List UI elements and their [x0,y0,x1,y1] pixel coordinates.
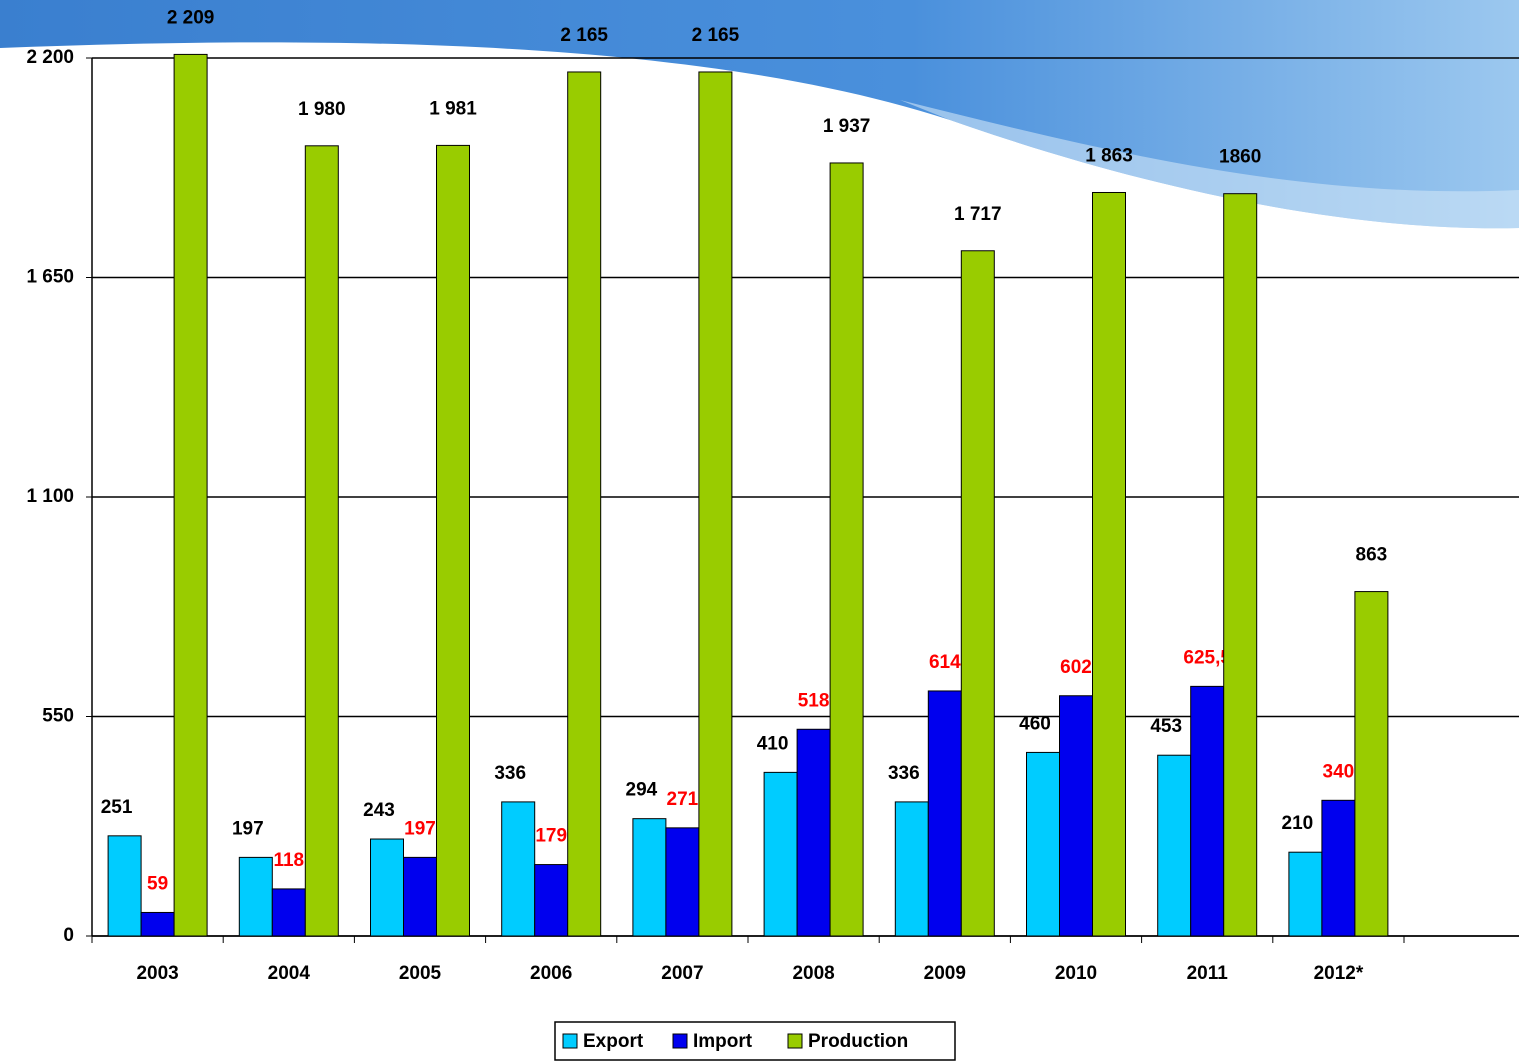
bar [699,72,732,936]
bar [1322,800,1355,936]
data-label: 210 [1282,813,1314,834]
y-tick-label: 550 [42,706,74,727]
x-tick-label: 2005 [399,963,442,984]
legend-swatch [673,1034,687,1048]
x-tick-label: 2011 [1187,963,1229,984]
bar [1224,194,1257,936]
data-label: 614 [929,652,961,673]
x-tick-label: 2003 [136,963,178,984]
data-label: 336 [888,763,920,784]
bar [1191,686,1224,936]
data-label: 118 [273,850,304,871]
bar [404,857,437,936]
x-tick-label: 2004 [268,963,311,984]
bar [535,865,568,936]
data-label: 197 [404,818,436,839]
bar [437,145,470,936]
bar [1027,752,1060,936]
bar [1289,852,1322,936]
x-tick-label: 2008 [792,963,834,984]
bar [764,772,797,936]
data-label: 251 [101,797,133,818]
bar [1093,192,1126,936]
x-tick-label: 2007 [661,963,703,984]
chart: 0 550 1 100 1 650 2 200 2003 251 59 2 209 2004 197… [0,0,1519,1063]
x-tick-label: 2006 [530,963,572,984]
data-label: 1860 [1219,147,1261,168]
data-label: 294 [626,780,658,801]
bar [174,54,207,936]
data-label: 59 [147,873,168,894]
bar [797,729,830,936]
bar [141,912,174,936]
bar [666,828,699,936]
legend-label: Export [583,1031,644,1052]
y-tick-label: 2 200 [26,47,74,68]
y-tick-label: 1 100 [26,486,74,507]
y-tick-label: 1 650 [26,267,74,288]
data-label: 1 980 [298,99,346,120]
data-label: 1 937 [823,116,871,137]
bar [568,72,601,936]
bar [371,839,404,936]
x-tick-label: 2010 [1055,963,1097,984]
bar [633,819,666,936]
data-label: 453 [1150,716,1182,737]
bar [1355,592,1388,936]
bar [502,802,535,936]
data-label: 863 [1356,545,1388,566]
x-tick-label: 2012* [1314,963,1364,984]
legend-swatch [563,1034,577,1048]
data-label: 460 [1019,713,1051,734]
data-label: 1 863 [1085,146,1133,167]
data-label: 2 165 [692,25,740,46]
data-label: 2 165 [560,25,608,46]
data-label: 1 981 [429,98,477,119]
bar [1158,755,1191,936]
bar [108,836,141,936]
bar [928,691,961,936]
bar [272,889,305,936]
legend-label: Production [808,1031,908,1052]
data-label: 243 [363,800,395,821]
data-label: 271 [667,789,699,810]
data-label: 197 [232,818,264,839]
data-label: 336 [494,763,526,784]
bar [830,163,863,936]
data-label: 340 [1323,761,1355,782]
data-label: 410 [757,733,789,754]
y-tick-label: 0 [63,925,74,946]
bar [895,802,928,936]
data-label: 518 [798,690,830,711]
data-label: 602 [1060,657,1092,678]
legend-label: Import [693,1031,753,1052]
bar [961,251,994,936]
x-tick-label: 2009 [924,963,966,984]
bar [305,146,338,936]
data-label: 179 [535,826,567,847]
bar [1060,696,1093,936]
bar [239,857,272,936]
data-label: 2 209 [167,7,215,28]
legend-swatch [788,1034,802,1048]
data-label: 1 717 [954,204,1002,225]
